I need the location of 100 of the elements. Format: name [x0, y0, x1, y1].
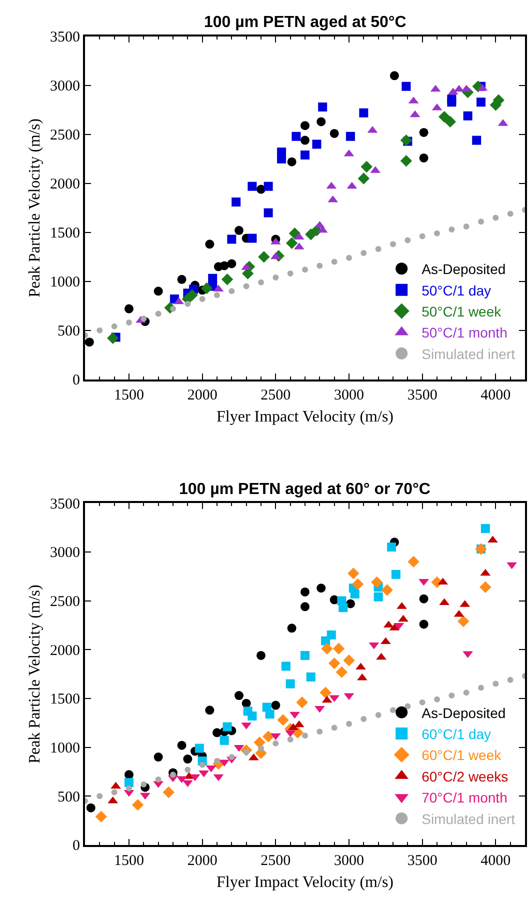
point: [227, 234, 236, 244]
y-axis-title: Peak Particle Velocity (m/s): [26, 584, 44, 764]
x-tick-label: 2500: [260, 852, 291, 869]
point: [492, 214, 499, 221]
point: [418, 578, 429, 586]
point: [438, 110, 450, 123]
point: [507, 210, 514, 217]
point: [316, 262, 323, 269]
point: [444, 116, 456, 128]
point: [300, 136, 310, 145]
y-tick-label: 1500: [50, 692, 80, 708]
point: [375, 246, 382, 252]
point: [277, 148, 286, 157]
x-tick-label: 1500: [114, 387, 144, 404]
point: [358, 172, 370, 184]
point: [176, 776, 187, 784]
point: [111, 789, 118, 796]
point: [408, 556, 420, 568]
point: [86, 803, 96, 812]
point: [480, 524, 490, 533]
point: [478, 218, 484, 225]
point: [434, 230, 440, 236]
point: [140, 781, 147, 788]
point: [126, 320, 132, 326]
x-tick-label: 2000: [187, 852, 218, 869]
point: [205, 706, 214, 715]
point: [419, 594, 428, 604]
legend-label: 60°C/1 day: [422, 726, 492, 742]
y-tick-label: 500: [58, 789, 80, 806]
point: [360, 716, 367, 722]
point: [343, 654, 355, 666]
point: [374, 592, 383, 602]
x-tick-label: 3000: [334, 852, 364, 869]
point: [220, 736, 229, 745]
x-tick-label: 3500: [407, 387, 438, 404]
point: [177, 740, 186, 750]
point: [330, 128, 339, 138]
point: [227, 259, 236, 268]
legend-label: 70°C/1 month: [422, 790, 508, 806]
point: [318, 102, 328, 112]
point: [390, 707, 396, 714]
point: [256, 650, 266, 660]
point: [258, 279, 264, 286]
point: [463, 111, 472, 120]
point: [316, 117, 326, 126]
point: [194, 744, 204, 753]
point: [287, 157, 296, 166]
y-tick-label: 500: [58, 324, 80, 340]
point: [286, 679, 295, 688]
legend-label: 50°C/1 week: [422, 303, 502, 320]
point: [95, 810, 107, 822]
point: [155, 776, 162, 783]
point: [286, 237, 298, 250]
point: [272, 274, 279, 280]
point: [248, 712, 257, 721]
y-tick-label: 1000: [50, 740, 80, 757]
point: [400, 155, 412, 167]
point: [447, 94, 456, 104]
point: [85, 338, 94, 347]
point: [478, 684, 484, 691]
point: [154, 752, 163, 762]
y-axis-title: Peak Particle Velocity (m/s): [26, 118, 44, 298]
point: [292, 132, 301, 141]
point: [162, 786, 174, 798]
point: [205, 240, 214, 249]
point: [132, 799, 144, 811]
legend-label: 60°C/2 weeks: [422, 768, 508, 784]
point: [419, 128, 428, 137]
point: [476, 98, 486, 107]
x-tick-label: 2500: [260, 387, 291, 404]
point: [264, 208, 273, 218]
point: [281, 662, 290, 671]
point: [96, 327, 103, 334]
point: [208, 274, 218, 283]
legend-label: Simulated inert: [422, 346, 516, 362]
legend-label: 50°C/1 month: [422, 324, 508, 341]
point: [398, 614, 408, 622]
point: [234, 691, 244, 700]
x-tick-label: 2000: [187, 387, 218, 404]
point: [262, 730, 274, 742]
point: [277, 714, 289, 726]
point: [492, 680, 499, 687]
point: [316, 584, 326, 593]
point: [352, 578, 364, 590]
point: [316, 728, 323, 735]
point: [332, 642, 345, 654]
x-axis-title: Flyer Impact Velocity (m/s): [216, 874, 394, 892]
x-tick-label: 3500: [407, 852, 438, 869]
x-tick-label: 3000: [334, 387, 364, 404]
point: [480, 581, 492, 593]
point: [326, 630, 336, 640]
point: [265, 710, 274, 719]
point: [302, 732, 308, 739]
point: [177, 274, 186, 284]
point: [360, 160, 372, 173]
y-tick-label: 3500: [50, 30, 80, 46]
point: [300, 121, 310, 130]
point: [214, 292, 220, 298]
point: [287, 736, 294, 742]
point: [243, 283, 250, 290]
